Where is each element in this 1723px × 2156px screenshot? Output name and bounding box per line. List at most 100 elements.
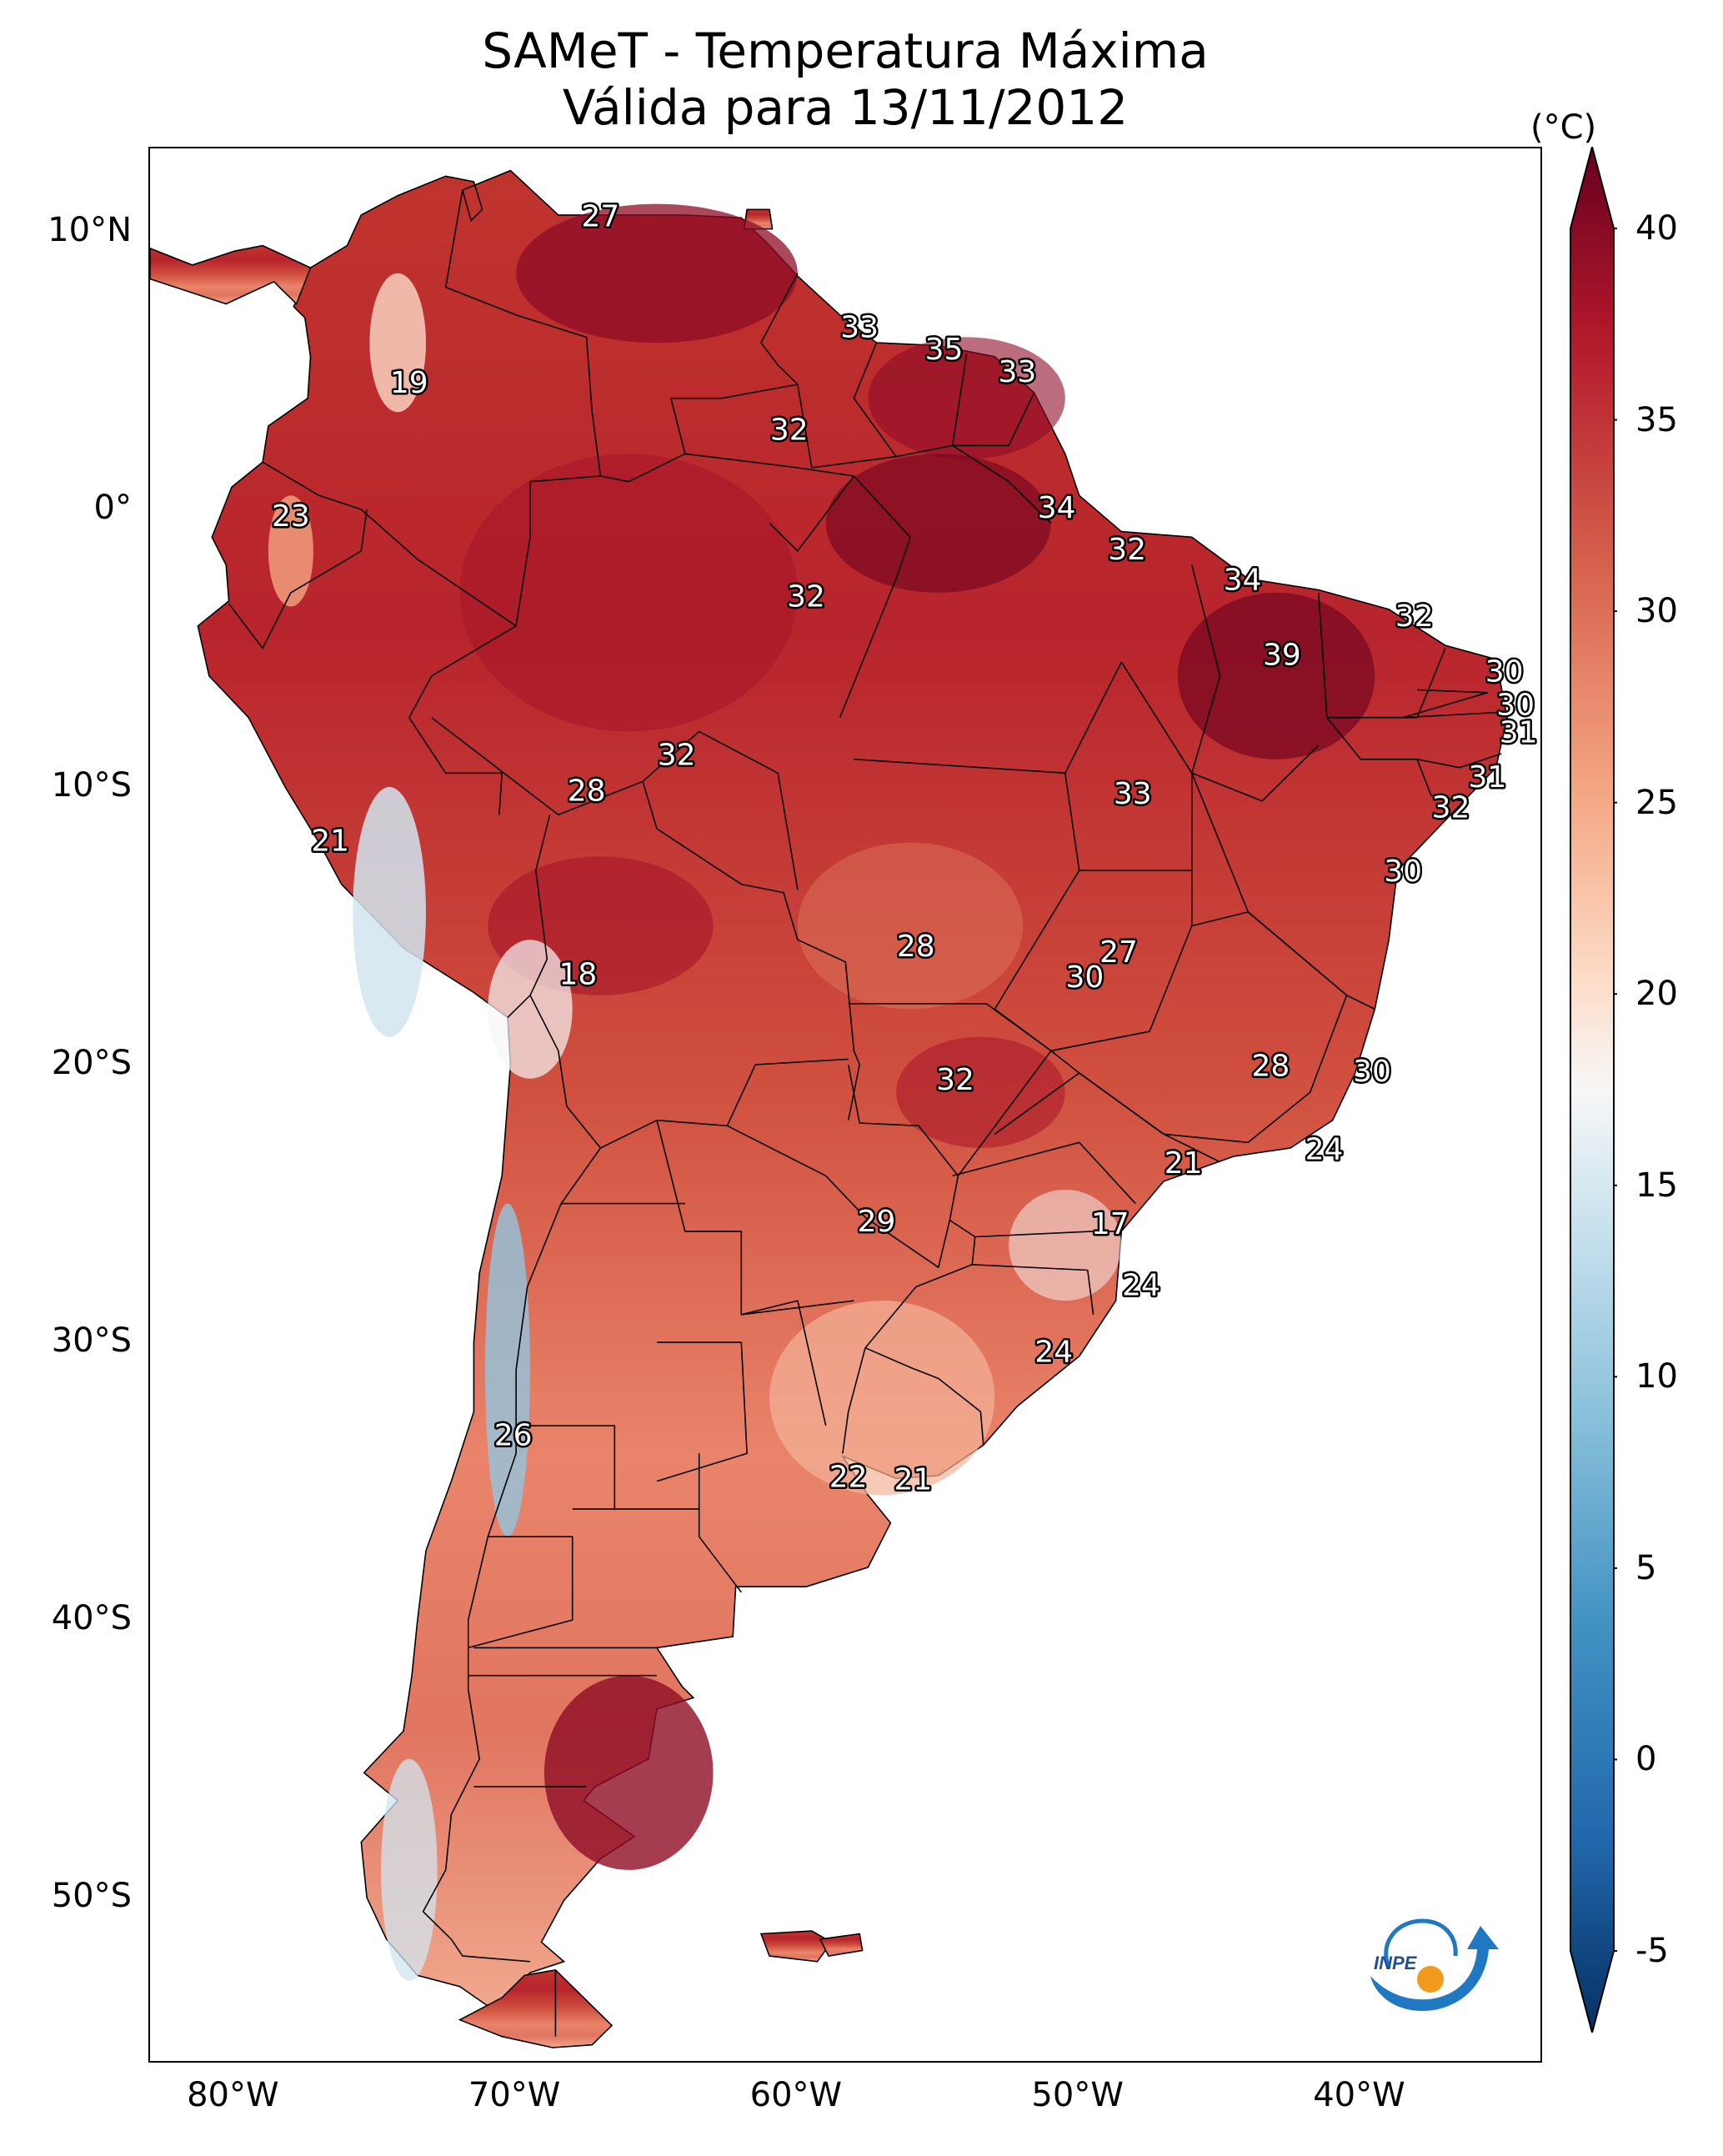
colorbar-tick-label: 35 <box>1635 400 1678 439</box>
cool-blob-peru <box>353 787 426 1037</box>
longitude-tick-label: 60°W <box>749 2076 843 2114</box>
state-rondonia <box>642 730 799 890</box>
colorbar-tick-label: 5 <box>1635 1548 1657 1587</box>
temp-label: 28 <box>897 930 935 964</box>
border-colombia-brazil-peru <box>515 475 601 626</box>
temp-label: 21 <box>894 1463 932 1497</box>
country-borders <box>228 189 1505 2037</box>
border-colombia-venezuela <box>444 189 602 477</box>
cool-blob-patagonian-ice <box>381 1758 438 1982</box>
colorbar-tick-label: 10 <box>1635 1357 1678 1396</box>
prov-mendoza <box>516 1425 616 1509</box>
border-paraguay-argentina <box>727 1125 951 1268</box>
prov-neuquen <box>468 1536 573 1649</box>
border-paraguay-brazil <box>847 1064 959 1221</box>
temp-label: 21 <box>1165 1146 1203 1181</box>
state-paraiba-rn <box>1402 689 1505 719</box>
cool-blob-andes-chile <box>485 1203 530 1537</box>
cool-blob-colombia <box>369 273 427 413</box>
border-chile-argentina <box>422 1147 602 1963</box>
tierra-del-fuego-land <box>458 1968 614 2048</box>
temp-label: 30 <box>1384 855 1422 889</box>
temp-label: 21 <box>311 825 349 859</box>
longitude-tick-label: 40°W <box>1313 2076 1405 2114</box>
temp-label: 31 <box>1468 760 1506 795</box>
map-frame: 27 19 33 35 33 32 23 34 32 32 34 32 39 30 30 31 31 32 32 28… <box>148 147 1542 2063</box>
temp-label: 33 <box>1114 777 1152 811</box>
prov-argentina-pampa <box>698 1453 742 1593</box>
state-amapa <box>952 444 1052 524</box>
central-america-land <box>150 244 312 305</box>
temp-label: 32 <box>1108 533 1146 567</box>
temp-label: 39 <box>1263 639 1301 673</box>
colorbar-tick-label: 25 <box>1635 783 1678 822</box>
temp-label: 30 <box>1496 688 1535 722</box>
cool-blob-parana <box>1009 1189 1122 1301</box>
latitude-tick-label: 50°S <box>51 1877 132 1916</box>
border-venezuela-guyana <box>760 273 799 385</box>
colorbar-tick-label: -5 <box>1635 1932 1669 1970</box>
temp-label: 22 <box>829 1460 868 1494</box>
temp-label: 27 <box>581 199 619 233</box>
temp-label: 18 <box>558 958 597 992</box>
colorbar-tick-label: 0 <box>1635 1740 1657 1779</box>
state-ceara <box>1318 592 1446 719</box>
latitude-tick-label: 30°S <box>51 1321 132 1361</box>
temp-label: 32 <box>1395 599 1434 634</box>
colorbar-unit: (°C) <box>1530 108 1597 147</box>
temp-label: 24 <box>1034 1335 1073 1369</box>
state-roraima <box>684 453 855 552</box>
temp-label: 26 <box>494 1418 533 1452</box>
state-sao-paulo <box>994 1072 1220 1163</box>
state-maranhao-piaui <box>1191 564 1320 802</box>
border-guianas-brazil <box>797 384 1035 469</box>
temperature-fields <box>268 203 1375 1982</box>
temp-label: 29 <box>858 1205 896 1239</box>
cool-blob-altiplano <box>488 940 573 1079</box>
temp-label: 34 <box>1224 564 1262 598</box>
temp-label: 33 <box>840 311 879 345</box>
state-rio-grande-sul <box>972 1264 1094 1315</box>
hot-blob-piaui <box>1177 592 1375 760</box>
temp-label: 32 <box>936 1063 974 1097</box>
temp-label: 32 <box>770 414 809 448</box>
border-suriname-guiana <box>951 353 968 446</box>
temp-label: 30 <box>1065 960 1104 995</box>
longitude-tick-label: 50°W <box>1031 2076 1124 2114</box>
colorbar <box>1570 147 1617 2033</box>
border-acre-bolivia <box>431 717 861 1121</box>
temp-label: 19 <box>390 366 428 400</box>
state-mato-grosso-do-sul <box>848 1003 1052 1176</box>
hot-blob-guianas <box>868 337 1065 459</box>
latitude-tick-label: 0° <box>93 488 132 527</box>
temp-label: 32 <box>787 580 825 614</box>
colorbar-tick-label: 40 <box>1635 209 1678 248</box>
border-ecuador-peru <box>228 509 368 649</box>
temp-label: 30 <box>1485 655 1524 689</box>
temp-label: 30 <box>1353 1055 1391 1089</box>
border-guyana-suriname <box>853 342 897 458</box>
state-parana <box>952 1141 1136 1205</box>
temp-label: 32 <box>1432 791 1470 825</box>
temp-label: 34 <box>1038 491 1076 525</box>
falklands-east-land <box>819 1933 864 1957</box>
latitude-tick-label: 10°S <box>51 766 132 805</box>
latitude-tick-label: 40°S <box>51 1599 132 1638</box>
latitude-tick-label: 10°N <box>48 210 132 249</box>
border-peru-bolivia <box>507 815 551 1018</box>
state-bahia <box>1191 772 1375 1010</box>
colorbar-tick-label: 30 <box>1635 592 1678 631</box>
prov-cordoba <box>656 1341 748 1482</box>
border-uruguay-brazil <box>864 1346 984 1446</box>
hot-blob-para <box>825 454 1051 593</box>
temp-label: 27 <box>1099 935 1138 970</box>
temp-label: 24 <box>1122 1269 1160 1303</box>
temp-label: 31 <box>1500 716 1538 750</box>
hot-blob-ms <box>896 1036 1065 1148</box>
border-uruguay-argentina <box>842 1347 866 1454</box>
colorbar-tick-label: 15 <box>1635 1166 1678 1205</box>
state-alagoas-sergipe <box>1416 759 1463 802</box>
state-amazonas-para <box>839 475 911 719</box>
land-layer <box>150 169 1508 2048</box>
map-title: SAMeT - Temperatura Máxima <box>482 23 1209 79</box>
